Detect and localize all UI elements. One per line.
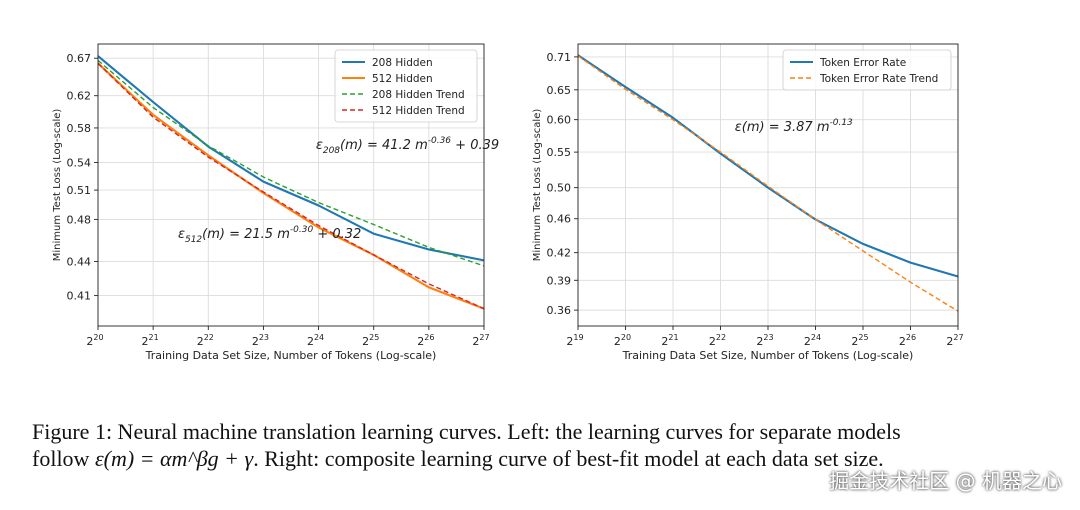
x-axis-label: Training Data Set Size, Number of Tokens…	[145, 349, 437, 362]
y-tick-label: 0.44	[67, 255, 92, 268]
series-line-token-error-rate-trend	[577, 55, 959, 312]
x-tick-label: 222	[709, 333, 726, 348]
legend-label: 512 Hidden Trend	[372, 105, 465, 117]
y-tick-label: 0.60	[547, 114, 572, 127]
chart-left: 220 221 222 223 224 225 226 227 0.67 0.62 0.58 0.54…	[52, 43, 499, 362]
x-tick-label: 221	[142, 333, 159, 348]
x-tick-label: 222	[197, 333, 214, 348]
legend-label: 208 Hidden	[372, 57, 433, 69]
y-tick-label: 0.48	[67, 213, 92, 226]
figure-caption: Figure 1: Neural machine translation lea…	[32, 418, 1042, 472]
y-tick-label: 0.51	[67, 184, 92, 197]
x-tick-label: 219	[566, 333, 583, 348]
caption-formula: ε(m) = αm^βg + γ	[94, 446, 254, 471]
y-tick-label: 0.71	[547, 51, 572, 64]
x-tick-label: 225	[362, 333, 379, 348]
fit-formula: ε512(m) = 21.5 m-0.30 + 0.32	[178, 225, 361, 245]
x-tick-label: 224	[307, 333, 324, 348]
x-tick-label: 225	[851, 333, 868, 348]
chart-right: 219 220 221 222 223 224 225 226 227 0.71 0.65 0.60 0…	[532, 43, 964, 362]
legend-box	[334, 49, 478, 123]
y-tick-label: 0.41	[67, 290, 92, 303]
x-tick-label: 223	[756, 333, 773, 348]
y-tick-label: 0.67	[67, 52, 92, 65]
series-line-token-error-rate	[577, 54, 959, 278]
legend-label: Token Error Rate Trend	[819, 73, 938, 85]
x-tick-label: 223	[252, 333, 269, 348]
y-tick-label: 0.39	[547, 274, 572, 287]
legend-label: Token Error Rate	[819, 57, 906, 69]
fit-formula: ε208(m) = 41.2 m-0.36 + 0.39	[316, 136, 499, 156]
x-tick-label: 227	[472, 333, 489, 348]
plot-frame	[97, 43, 485, 327]
y-tick-label: 0.65	[547, 84, 572, 97]
caption-line-2-post: . Right: composite learning curve of bes…	[253, 446, 884, 471]
y-tick-label: 0.55	[547, 146, 572, 159]
fit-formula: ε(m) = 3.87 m-0.13	[735, 118, 853, 135]
caption-line-2: follow ε(m) = αm^βg + γ. Right: composit…	[32, 445, 1042, 472]
y-tick-label: 0.42	[547, 247, 572, 260]
legend-box	[782, 49, 952, 91]
x-tick-label: 220	[86, 333, 103, 348]
y-axis-label: Minimum Test Loss (Log-scale)	[52, 109, 63, 262]
x-tick-label: 226	[417, 333, 434, 348]
legend-label: 208 Hidden Trend	[372, 89, 465, 101]
x-tick-label: 224	[804, 333, 821, 348]
watermark: 掘金技术社区 @ 机器之心	[829, 469, 1062, 493]
y-axis-label: Minimum Test Loss (Log-scale)	[532, 109, 543, 262]
x-tick-label: 220	[614, 333, 631, 348]
x-axis-label: Training Data Set Size, Number of Tokens…	[622, 349, 914, 362]
caption-line-2-pre: follow	[32, 446, 95, 471]
x-tick-label: 226	[899, 333, 916, 348]
x-tick-label: 221	[661, 333, 678, 348]
legend-label: 512 Hidden	[372, 73, 433, 85]
caption-line-1: Figure 1: Neural machine translation lea…	[32, 419, 901, 444]
y-tick-label: 0.36	[547, 304, 572, 317]
y-tick-label: 0.62	[67, 90, 92, 103]
x-tick-label: 227	[946, 333, 963, 348]
y-tick-label: 0.50	[547, 182, 572, 195]
y-tick-label: 0.58	[67, 122, 92, 135]
series-line-512-hidden-trend	[97, 62, 485, 310]
series-line-208-hidden	[97, 55, 485, 262]
series-line-208-hidden-trend	[97, 59, 485, 267]
y-tick-label: 0.54	[67, 156, 92, 169]
series-line-512-hidden	[97, 62, 485, 310]
y-tick-label: 0.46	[547, 213, 572, 226]
